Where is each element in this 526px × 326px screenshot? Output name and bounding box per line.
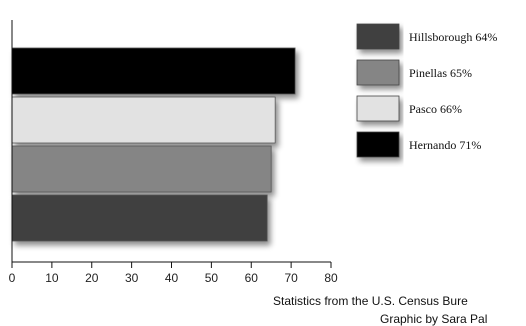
legend-swatch-pasco [356, 95, 400, 122]
legend-swatch-hillsborough [356, 23, 400, 50]
x-tick-label-30: 30 [125, 271, 139, 285]
x-tick-label-10: 10 [45, 271, 59, 285]
bars [11, 47, 296, 242]
bar-pinellas [11, 145, 272, 193]
credit-statistics: Statistics from the U.S. Census Bure [273, 294, 468, 308]
credit-graphic: Graphic by Sara Pal [380, 312, 488, 326]
x-tick-label-20: 20 [85, 271, 99, 285]
bar-hillsborough [11, 194, 268, 242]
x-tick-label-80: 80 [324, 271, 338, 285]
x-tick-label-70: 70 [284, 271, 298, 285]
legend: Hillsborough 64% Pinellas 65% Pasco 66% Her… [356, 23, 497, 158]
x-tick-label-60: 60 [245, 271, 259, 285]
legend-swatch-pinellas [356, 59, 400, 86]
bar-hernando [11, 47, 296, 95]
x-tick-label-40: 40 [165, 271, 179, 285]
bar-pasco [11, 96, 276, 144]
legend-label-pinellas: Pinellas 65% [409, 66, 472, 80]
legend-swatch-hernando [356, 131, 400, 158]
x-tick-label-0: 0 [9, 271, 16, 285]
legend-label-hernando: Hernando 71% [409, 138, 481, 152]
legend-label-hillsborough: Hillsborough 64% [409, 30, 497, 44]
x-axis-ticks: 0 10 20 30 40 50 60 70 80 [9, 262, 338, 285]
legend-label-pasco: Pasco 66% [409, 102, 462, 116]
x-tick-label-50: 50 [205, 271, 219, 285]
